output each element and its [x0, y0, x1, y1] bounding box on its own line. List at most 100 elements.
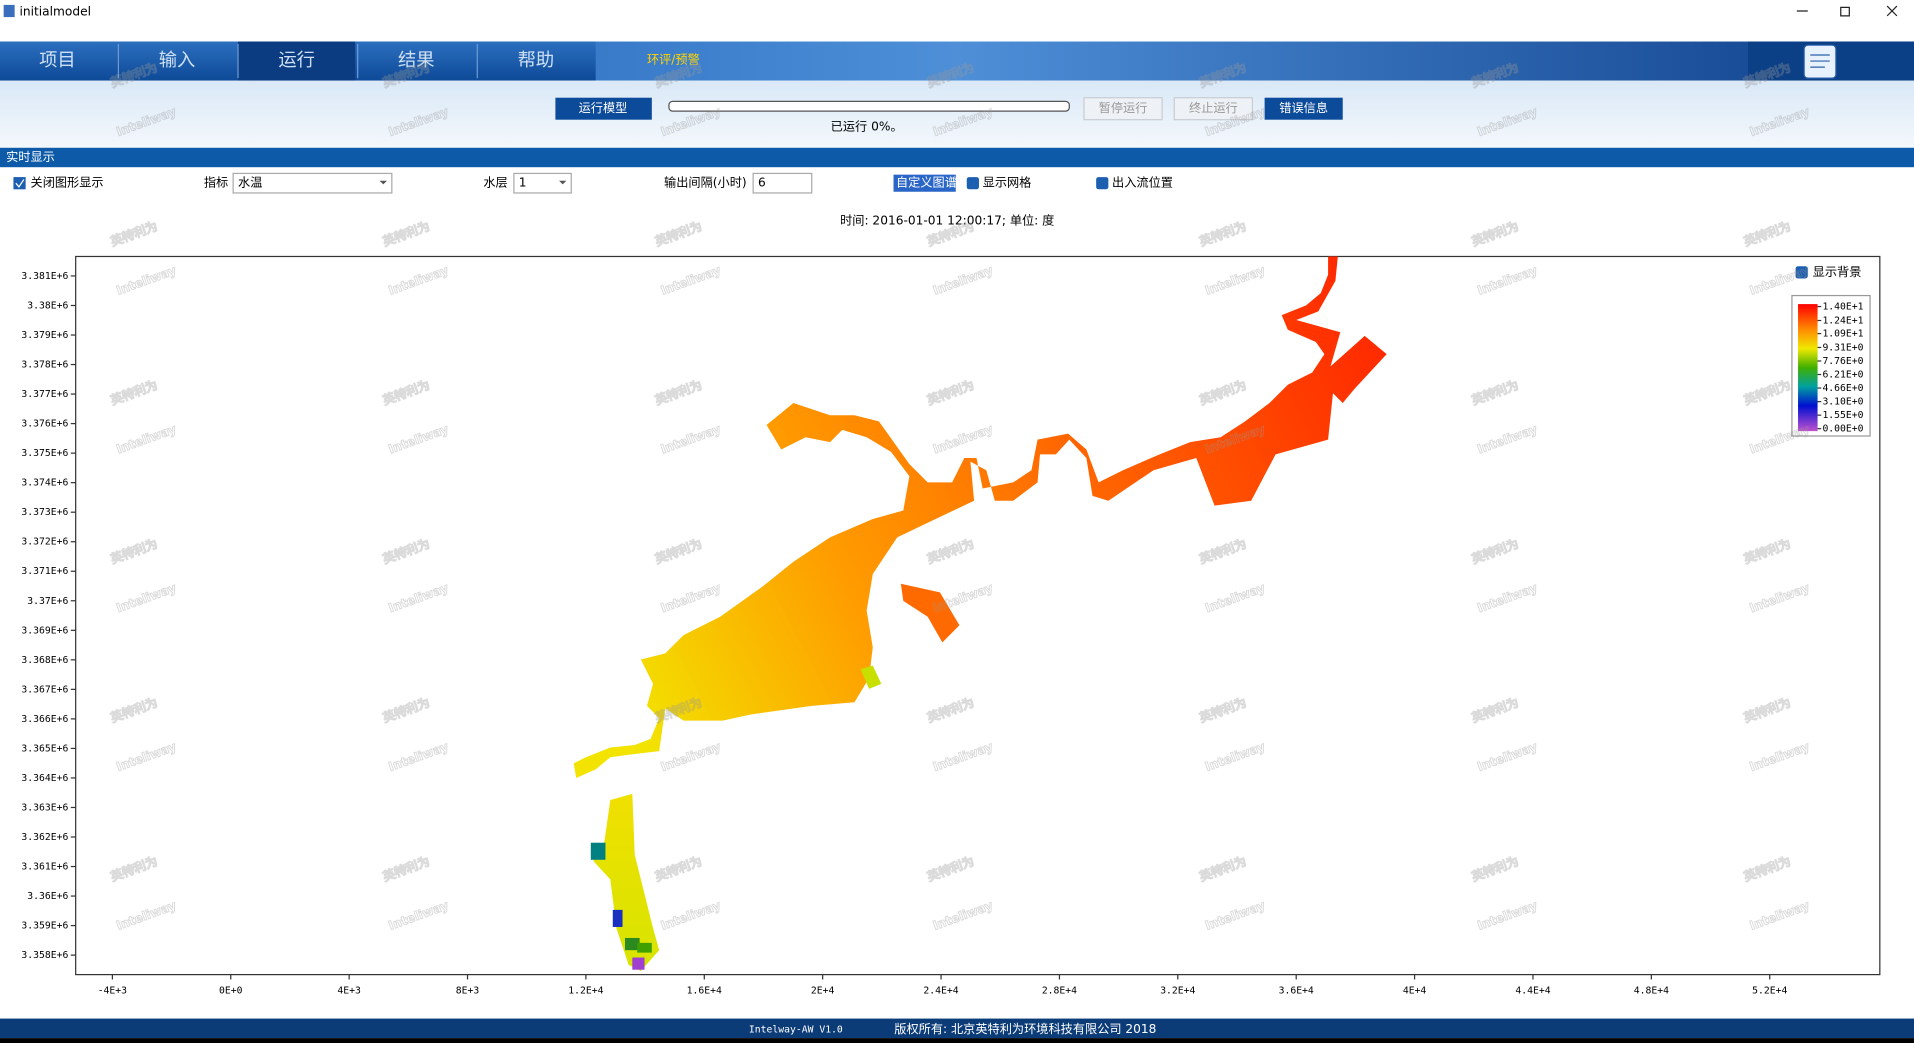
- x-tick-label: 2.8E+4: [1042, 985, 1077, 996]
- show-grid-label: 显示网格: [983, 175, 1032, 190]
- y-tick-label: 3.364E+6: [21, 773, 68, 784]
- version: Intelway-AW V1.0: [749, 1025, 843, 1036]
- x-tick-label: 1.2E+4: [568, 985, 603, 996]
- tab-label[interactable]: 输入: [159, 50, 196, 71]
- colorbar-tick-label: 1.55E+0: [1822, 410, 1863, 421]
- check-mark: [15, 179, 25, 188]
- indicator-select[interactable]: [232, 172, 393, 194]
- interval-value: 6: [758, 176, 766, 190]
- y-tick-label: 3.369E+6: [21, 625, 68, 636]
- x-tick-label: 8E+3: [456, 985, 480, 996]
- y-tick-label: 3.361E+6: [21, 862, 68, 873]
- y-tick-label: 3.365E+6: [21, 743, 68, 754]
- x-tick-label: 5.2E+4: [1752, 985, 1787, 996]
- banner-link[interactable]: 环评/预警: [647, 51, 700, 66]
- colorbar-tick-label: 7.76E+0: [1822, 356, 1863, 367]
- x-tick-label: 1.6E+4: [687, 985, 722, 996]
- x-tick-label: 2E+4: [811, 985, 835, 996]
- checkbox-close[interactable]: [13, 177, 26, 190]
- pause-button[interactable]: [1083, 97, 1163, 121]
- tab-label[interactable]: 运行: [278, 50, 315, 71]
- plot-frame: [75, 255, 1881, 976]
- run-button-label: 运行模型: [579, 101, 628, 115]
- dropdown-arrow: [559, 180, 567, 185]
- app-icon: [3, 4, 15, 18]
- window-controls[interactable]: [1796, 5, 1898, 17]
- progress-bar: [668, 100, 1070, 112]
- layer-label: 水层: [483, 176, 507, 190]
- y-tick-label: 3.368E+6: [21, 655, 68, 666]
- cell: [624, 937, 640, 951]
- custom-colormap-label: 自定义图谱: [896, 175, 957, 190]
- x-tick-label: 2.4E+4: [923, 985, 958, 996]
- error-button[interactable]: [1264, 97, 1343, 120]
- indicator-value: 水温: [238, 176, 262, 190]
- y-tick-label: 3.371E+6: [21, 566, 68, 577]
- y-tick-label: 3.362E+6: [21, 832, 68, 843]
- copyright: 版权所有: 北京英特利为环境科技有限公司 2018: [894, 1021, 1156, 1036]
- progress-label: 已运行 0%。: [831, 120, 903, 134]
- layer-select[interactable]: [513, 172, 572, 194]
- cell: [637, 942, 652, 953]
- colorbar-tick-label: 6.21E+0: [1822, 370, 1863, 381]
- layer-value: 1: [519, 176, 527, 190]
- indicator-label: 指标: [204, 175, 228, 190]
- x-tick-label: 4E+3: [337, 985, 361, 996]
- colorbar: [1798, 304, 1818, 432]
- river-south: [593, 793, 660, 971]
- section-bar: [0, 147, 1914, 168]
- colorbar-tick-label: 3.10E+0: [1822, 397, 1863, 408]
- footer-edge: [0, 1038, 1914, 1043]
- y-tick-label: 3.378E+6: [21, 360, 68, 371]
- toolbar: [0, 80, 1914, 148]
- tab-label[interactable]: 帮助: [518, 50, 555, 71]
- y-tick-label: 3.374E+6: [21, 478, 68, 489]
- show-background-label: 显示背景: [1813, 265, 1862, 279]
- checkbox-background[interactable]: [1795, 266, 1808, 279]
- river-spur: [860, 665, 882, 689]
- x-tick-label: 4.8E+4: [1634, 985, 1669, 996]
- colorbar-tick-label: 4.66E+0: [1822, 383, 1863, 394]
- cell: [632, 957, 645, 970]
- section-title: 实时显示: [6, 149, 55, 164]
- colorbar-tick-label: 1.09E+1: [1822, 329, 1863, 340]
- y-tick-label: 3.373E+6: [21, 507, 68, 518]
- y-tick-label: 3.379E+6: [21, 330, 68, 341]
- spacer: [0, 23, 1914, 42]
- active-tab: [238, 41, 356, 81]
- x-tick-label: 3.6E+4: [1279, 985, 1314, 996]
- checkbox-grid[interactable]: [966, 177, 979, 190]
- show-inflow-label: 出入流位置: [1112, 175, 1173, 190]
- dropdown-arrow: [379, 180, 387, 185]
- y-tick-label: 3.375E+6: [21, 448, 68, 459]
- river-main: [573, 256, 1387, 778]
- y-tick-label: 3.372E+6: [21, 537, 68, 548]
- stop-button-label: 终止运行: [1189, 100, 1238, 115]
- interval-input[interactable]: [752, 172, 813, 194]
- y-tick-label: 3.377E+6: [21, 389, 68, 400]
- y-tick-label: 3.36E+6: [27, 891, 68, 902]
- colorbar-tick-label: 1.40E+1: [1822, 302, 1863, 313]
- run-button[interactable]: [555, 97, 652, 120]
- stop-button[interactable]: [1173, 97, 1254, 121]
- checkbox-inflow[interactable]: [1096, 177, 1109, 190]
- custom-colormap-button[interactable]: [893, 174, 956, 192]
- y-tick-label: 3.38E+6: [27, 300, 68, 311]
- y-tick-label: 3.367E+6: [21, 684, 68, 695]
- x-tick-label: 4.4E+4: [1515, 985, 1550, 996]
- window-title: initialmodel: [20, 5, 91, 19]
- x-tick-label: 0E+0: [219, 985, 243, 996]
- y-tick-label: 3.37E+6: [27, 596, 68, 607]
- y-tick-label: 3.359E+6: [21, 921, 68, 932]
- report-icon-lines: [1810, 54, 1830, 68]
- x-tick-label: -4E+3: [98, 985, 127, 996]
- y-tick-label: 3.366E+6: [21, 714, 68, 725]
- x-tick-label: 3.2E+4: [1160, 985, 1195, 996]
- error-button-label: 错误信息: [1279, 100, 1328, 115]
- close-display-label: 关闭图形显示: [31, 176, 104, 190]
- pause-button-label: 暂停运行: [1099, 100, 1148, 115]
- tab-label[interactable]: 结果: [398, 50, 435, 71]
- colorbar-tick-label: 9.31E+0: [1822, 342, 1863, 353]
- tab-label[interactable]: 项目: [39, 50, 76, 71]
